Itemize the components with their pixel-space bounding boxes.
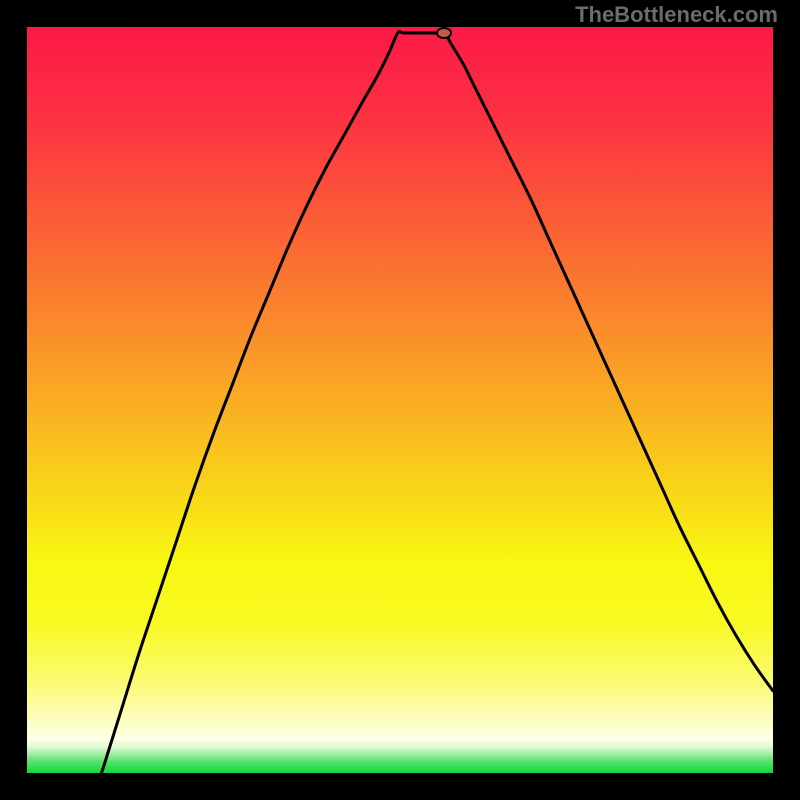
watermark-text: TheBottleneck.com	[575, 2, 778, 28]
curve-path	[102, 31, 773, 773]
bottleneck-curve	[27, 27, 773, 773]
bottleneck-marker	[436, 27, 452, 39]
plot-area	[27, 27, 773, 773]
chart-container: TheBottleneck.com	[0, 0, 800, 800]
